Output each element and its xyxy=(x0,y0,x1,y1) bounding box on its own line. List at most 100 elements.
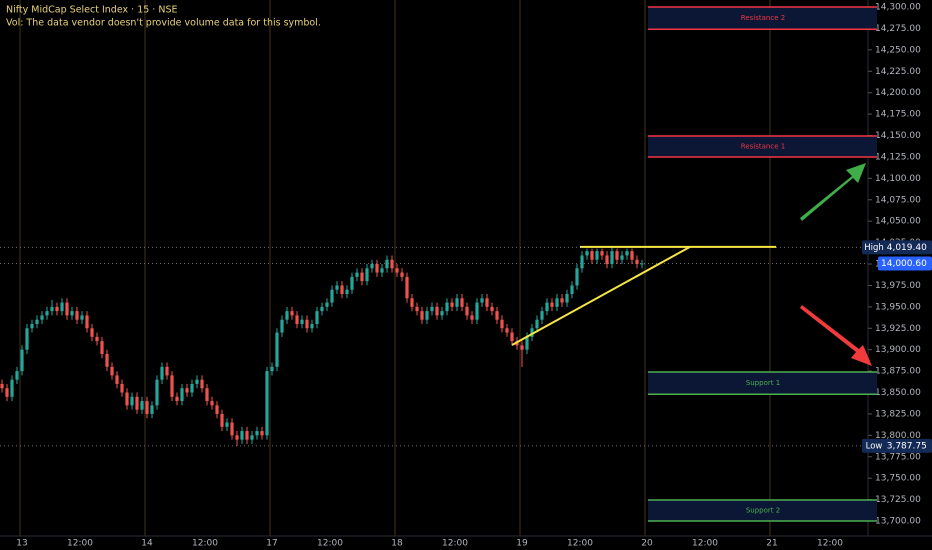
chart-subtitle: Vol: The data vendor doesn't provide vol… xyxy=(6,18,321,29)
candle-body xyxy=(245,431,249,440)
x-tick-label: 12:00 xyxy=(692,539,718,549)
candle-body xyxy=(605,255,609,265)
candle-body xyxy=(15,371,19,380)
candle-body xyxy=(270,366,274,372)
candle-body xyxy=(540,311,544,320)
candle-body xyxy=(275,332,279,367)
candle-body xyxy=(135,396,139,410)
candle-body xyxy=(80,315,84,320)
candle-body xyxy=(330,289,334,303)
candle-body xyxy=(365,268,369,282)
zone xyxy=(648,371,877,395)
x-tick-label: 12:00 xyxy=(192,539,218,549)
candle-body xyxy=(360,272,364,282)
candle-body xyxy=(435,306,439,316)
candle-body xyxy=(520,345,524,350)
x-tick-label: 18 xyxy=(391,539,403,549)
x-tick-label: 12:00 xyxy=(567,539,593,549)
x-tick-label: 19 xyxy=(516,539,528,549)
y-tick-label: 13,975.00 xyxy=(875,281,921,291)
candle-body xyxy=(405,276,409,299)
candle-body xyxy=(100,341,104,354)
y-tick-label: 14,125.00 xyxy=(875,152,921,162)
candle-body xyxy=(255,431,259,436)
candle-body xyxy=(265,371,269,436)
candle-body xyxy=(20,349,24,372)
candle-body xyxy=(170,375,174,397)
candle-body xyxy=(395,268,399,273)
candle-body xyxy=(220,413,224,427)
candle-body xyxy=(195,379,199,384)
x-tick-label: 12:00 xyxy=(67,539,93,549)
candle-body xyxy=(585,251,589,256)
candle-body xyxy=(185,388,189,393)
candle-body xyxy=(320,306,324,312)
candle-body xyxy=(140,401,144,410)
candle-body xyxy=(345,289,349,294)
candle-body xyxy=(45,311,49,316)
y-tick-label: 13,750.00 xyxy=(875,474,921,484)
candle-body xyxy=(25,328,29,350)
price-label-box xyxy=(878,438,932,453)
candle-body xyxy=(30,323,34,329)
price-label-tag xyxy=(862,240,886,255)
candle-body xyxy=(165,366,169,376)
candle-body xyxy=(305,319,309,329)
candle-body xyxy=(595,251,599,260)
zone xyxy=(648,7,877,30)
candle-body xyxy=(420,311,424,320)
candle-body xyxy=(385,259,389,269)
candle-body xyxy=(455,298,459,307)
price-label-value: 14,000.60 xyxy=(881,259,927,269)
candle-body xyxy=(495,311,499,320)
candle-body xyxy=(440,311,444,316)
candle-body xyxy=(620,255,624,260)
candle-body xyxy=(310,323,314,329)
trendline xyxy=(511,246,691,346)
y-tick-label: 13,900.00 xyxy=(875,345,921,355)
y-tick-label: 13,850.00 xyxy=(875,388,921,398)
candle-body xyxy=(530,328,534,337)
price-label-tag-text: High xyxy=(864,243,884,253)
candle-body xyxy=(410,298,414,307)
candle-body xyxy=(445,302,449,312)
y-tick-label: 13,950.00 xyxy=(875,302,921,312)
candle-body xyxy=(470,315,474,320)
price-label-tag-text: Low xyxy=(866,441,883,451)
candle-body xyxy=(190,383,194,393)
zone xyxy=(648,136,877,158)
candle-body xyxy=(65,302,69,316)
candle-body xyxy=(70,311,74,316)
candle-body xyxy=(400,272,404,277)
chart-title: Nifty MidCap Select Index · 15 · NSE xyxy=(6,5,178,16)
candle-body xyxy=(180,388,184,402)
candle-body xyxy=(465,306,469,316)
candle-body xyxy=(260,431,264,436)
candle-body xyxy=(375,264,379,273)
candle-body xyxy=(75,311,79,320)
x-tick-label: 14 xyxy=(141,539,153,549)
x-tick-label: 12:00 xyxy=(442,539,468,549)
candle-body xyxy=(635,259,639,265)
candle-body xyxy=(460,298,464,307)
candle-body xyxy=(340,285,344,294)
zone xyxy=(648,500,877,522)
candle-body xyxy=(225,422,229,427)
y-tick-label: 14,175.00 xyxy=(875,110,921,120)
zone-label: Resistance 2 xyxy=(741,14,785,22)
candle-body xyxy=(95,336,99,342)
candle-body xyxy=(335,285,339,290)
candle-body xyxy=(160,366,164,380)
candle-body xyxy=(35,319,39,324)
candle-body xyxy=(560,298,564,303)
candle-body xyxy=(130,396,134,406)
candle-body xyxy=(300,319,304,324)
candle-body xyxy=(0,383,4,389)
x-tick-label: 12:00 xyxy=(817,539,843,549)
x-tick-label: 21 xyxy=(766,539,777,549)
candle-body xyxy=(610,251,614,265)
candle-body xyxy=(525,336,529,350)
candle-body xyxy=(550,302,554,307)
y-tick-label: 14,200.00 xyxy=(875,88,921,98)
candle-body xyxy=(640,263,644,265)
